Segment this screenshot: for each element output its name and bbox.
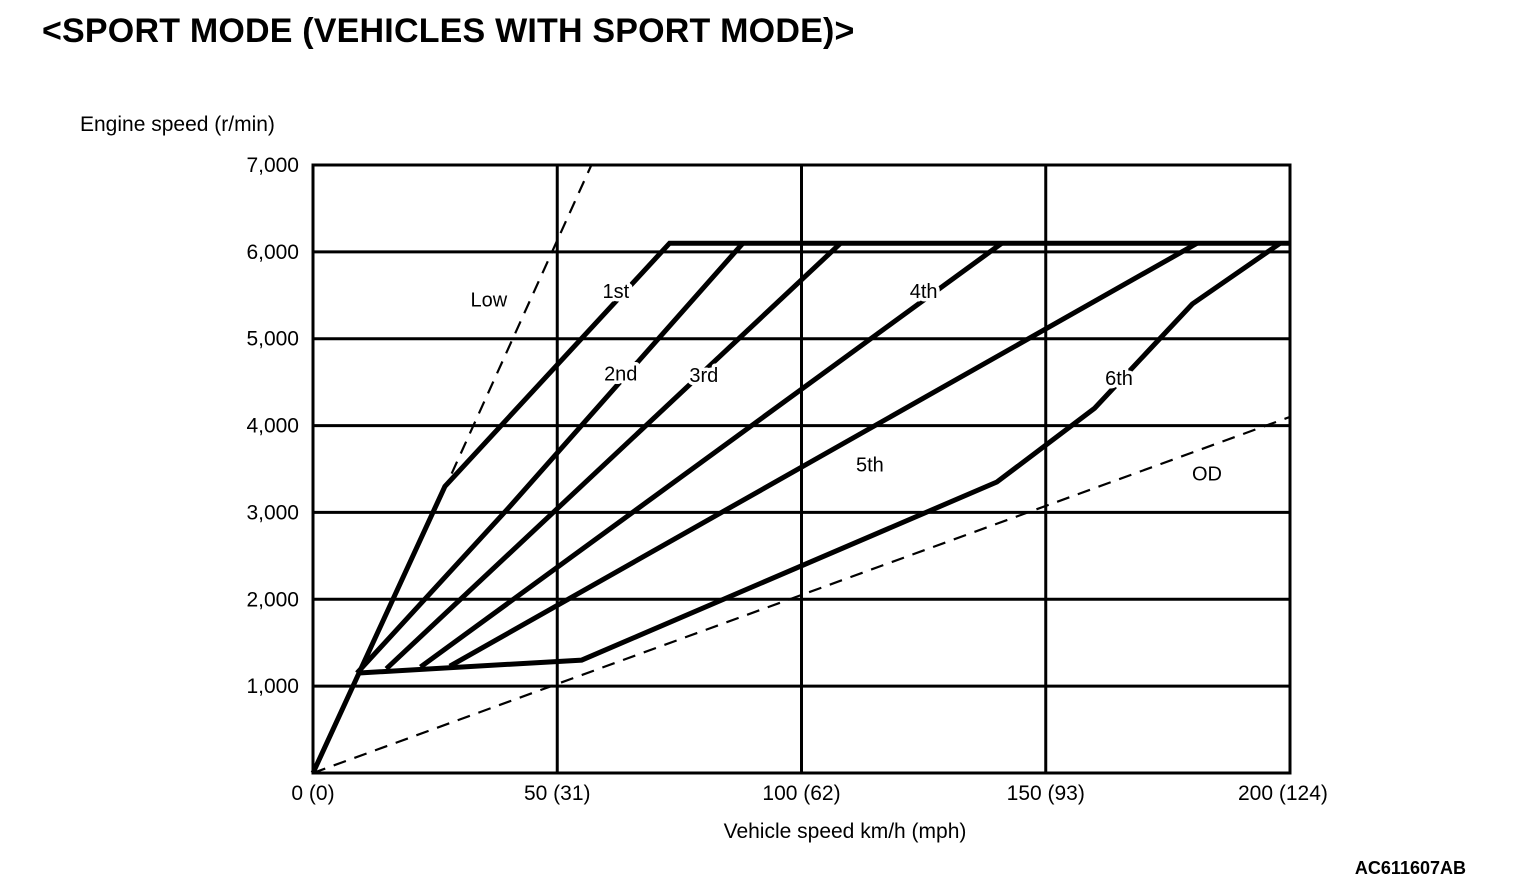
series-lines [310, 164, 1291, 775]
y-tick-label-6: 7,000 [246, 154, 299, 177]
series-line-low [312, 164, 593, 774]
x-tick-label-4: 200 (124) [1238, 782, 1328, 805]
y-tick-label-1: 2,000 [246, 588, 299, 611]
series-line-2nd [355, 241, 745, 675]
series-label-5th: 5th [856, 455, 884, 477]
series-label-4th: 4th [910, 281, 938, 303]
series-line-4th [419, 241, 1004, 670]
series-label-1st: 1st [603, 281, 630, 303]
y-tick-label-3: 4,000 [246, 415, 299, 438]
series-label-3rd: 3rd [689, 365, 718, 387]
series-label-2nd: 2nd [604, 363, 637, 385]
plot-frame [311, 163, 1292, 775]
y-axis-label: Engine speed (r/min) [80, 113, 275, 136]
x-tick-label-1: 50 (31) [524, 782, 591, 805]
series-label-6th: 6th [1105, 368, 1133, 390]
series-line-5th [448, 241, 1199, 669]
y-tick-label-0: 1,000 [246, 675, 299, 698]
figure-code: AC611607AB [1355, 858, 1466, 878]
series-label-od: OD [1192, 463, 1222, 485]
x-axis-label: Vehicle speed km/h (mph) [724, 820, 967, 843]
x-tick-label-2: 100 (62) [762, 782, 840, 805]
plot-border [311, 163, 1292, 775]
series-label-low: Low [471, 290, 508, 312]
chart-labels: 1,000 2,000 3,000 4,000 5,000 6,000 7,000 0 (0)… [246, 154, 1327, 805]
series-line-1st [310, 240, 1290, 775]
y-tick-label-2: 3,000 [246, 501, 299, 524]
page-title: <SPORT MODE (VEHICLES WITH SPORT MODE)> [42, 12, 855, 50]
series-line-3rd [384, 241, 843, 671]
x-tick-label-0: 0 (0) [291, 782, 334, 805]
x-tick-label-3: 150 (93) [1007, 782, 1085, 805]
y-tick-label-4: 5,000 [246, 328, 299, 351]
y-tick-label-5: 6,000 [246, 241, 299, 264]
series-line-6th [356, 241, 1282, 676]
series-line-od [312, 415, 1291, 775]
